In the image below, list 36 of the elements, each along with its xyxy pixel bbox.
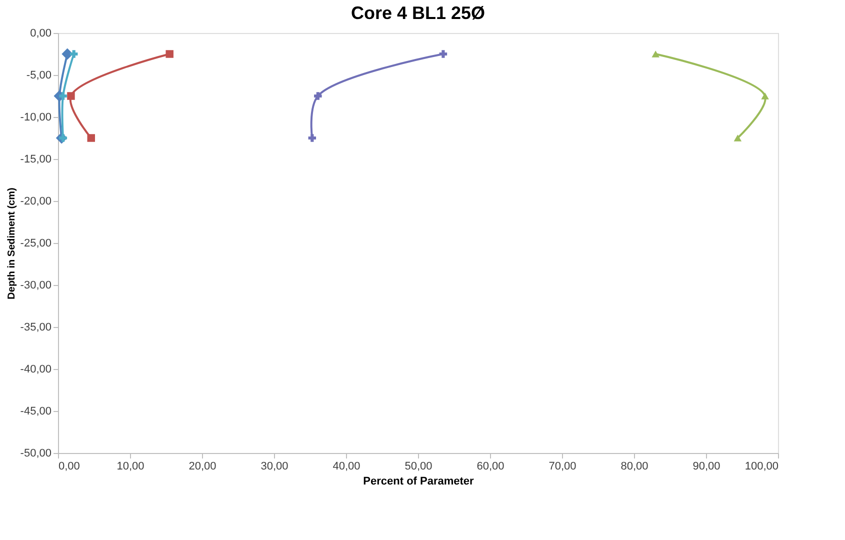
point [439, 50, 448, 58]
x-axis-title: Percent of Parameter [363, 476, 475, 488]
point [166, 50, 174, 58]
x-tick-label: 90,00 [692, 460, 720, 472]
point [87, 134, 95, 142]
x-tick-label: 50,00 [404, 460, 432, 472]
x-tick-label: 70,00 [548, 460, 576, 472]
y-tick-label: -15,00 [20, 154, 52, 166]
point [59, 92, 67, 100]
x-tick-label: 10,00 [116, 460, 144, 472]
point [67, 92, 75, 100]
x-tick-label: 0,00 [58, 460, 80, 472]
y-tick-label: 0,00 [30, 28, 52, 40]
y-tick-label: -35,00 [20, 322, 52, 334]
y-tick-label: -30,00 [20, 280, 52, 292]
point [761, 92, 769, 100]
y-tick-label: -10,00 [20, 112, 52, 124]
y-tick-label: -25,00 [20, 238, 52, 250]
chart-title: Core 4 BL1 25Ø [350, 3, 486, 23]
point [70, 50, 78, 58]
x-tick-label: 30,00 [260, 460, 288, 472]
y-tick-label: -40,00 [20, 364, 52, 376]
y-axis-title: Depth in Sediment (cm) [6, 188, 18, 300]
x-tick-label: 100,00 [744, 460, 778, 472]
y-tick-label: -50,00 [20, 448, 52, 460]
x-tick-label: 40,00 [332, 460, 360, 472]
point [652, 50, 660, 58]
y-tick-label: -20,00 [20, 196, 52, 208]
x-tick-label: 80,00 [620, 460, 648, 472]
point [314, 92, 322, 100]
point [308, 134, 316, 142]
point [734, 134, 742, 142]
x-tick-label: 20,00 [188, 460, 216, 472]
y-tick-label: -5,00 [26, 70, 52, 82]
x-tick-label: 60,00 [476, 460, 504, 472]
y-tick-label: -45,00 [20, 406, 52, 418]
